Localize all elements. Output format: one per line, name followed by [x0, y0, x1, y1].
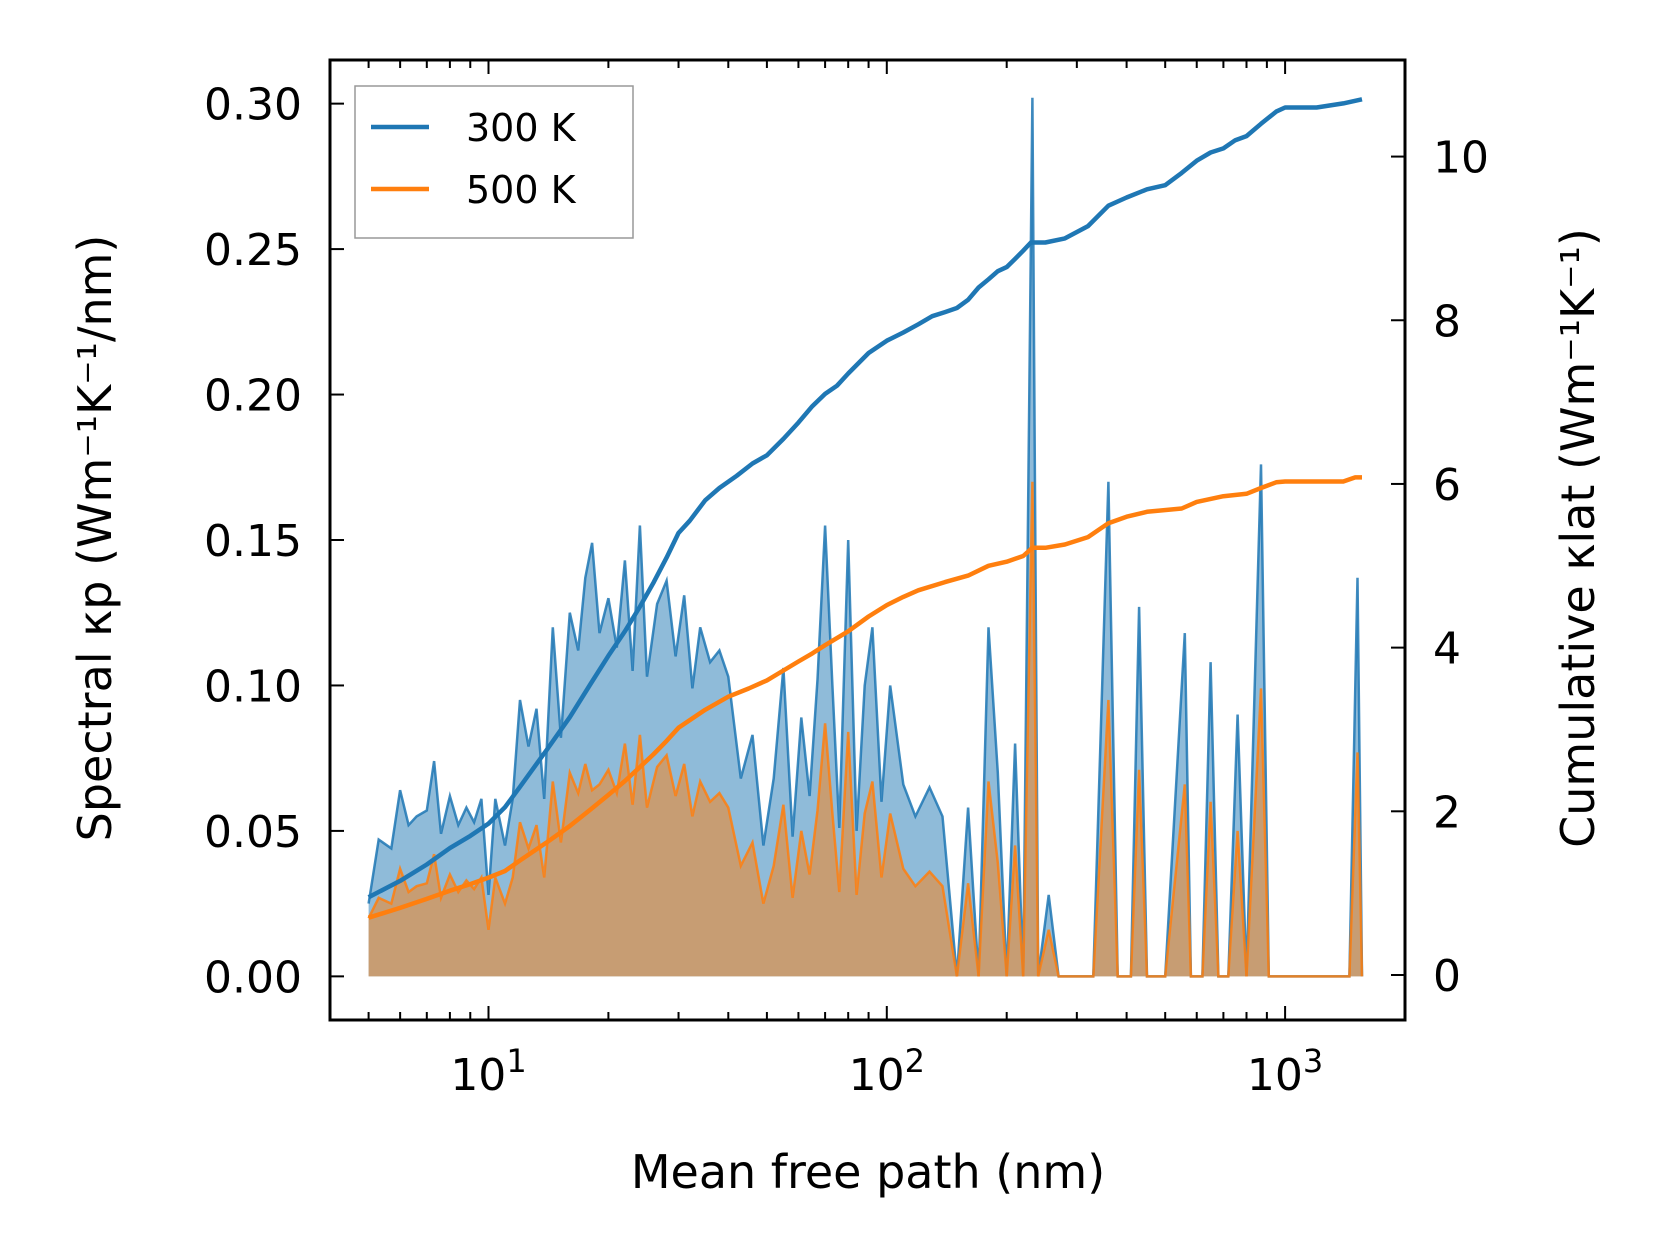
y-tick-label-right: 6	[1433, 460, 1461, 511]
x-tick-label: 102	[849, 1042, 925, 1101]
y-tick-label-left: 0.30	[204, 80, 302, 131]
y-tick-label-right: 8	[1433, 296, 1461, 347]
y-tick-label-right: 2	[1433, 787, 1461, 838]
legend-label-300k: 300 K	[466, 106, 577, 150]
plot-frame	[328, 58, 1407, 1022]
x-tick-label: 101	[450, 1042, 526, 1101]
legend: 300 K 500 K	[354, 85, 634, 239]
y-tick-label-left: 0.10	[204, 661, 302, 712]
axis-ticks: 101 102 103 0.00 0.05 0.10 0.15 0.20 0.25 0.30 0 2 4…	[204, 60, 1489, 1101]
y-tick-label-left: 0.25	[204, 225, 302, 276]
y-axis-title-right: Cumulative κlat (Wm⁻¹K⁻¹)	[1551, 228, 1605, 848]
y-tick-label-right: 4	[1433, 624, 1461, 675]
fill-area-500-k-spectral	[368, 481, 1363, 977]
fill-outline-300-k-spectral	[367, 97, 1364, 978]
y-tick-label-right: 0	[1433, 951, 1461, 1002]
y-tick-label-left: 0.00	[204, 952, 302, 1003]
y-axis-title-left: Spectral κp (Wm⁻¹K⁻¹/nm)	[68, 235, 122, 842]
cumulative-line-300-k	[367, 97, 1363, 900]
cumulative-line-500-k	[367, 475, 1362, 920]
y-tick-label-left: 0.15	[204, 516, 302, 567]
y-tick-label-left: 0.05	[204, 807, 302, 858]
x-axis-title: Mean free path (nm)	[631, 1145, 1105, 1199]
fill-area-300-k-spectral	[368, 97, 1363, 977]
cumulative-lines	[367, 97, 1363, 920]
fill-outline-500-k-spectral	[367, 481, 1364, 978]
legend-box	[354, 85, 634, 239]
y-tick-label-left: 0.20	[204, 371, 302, 422]
y-tick-label-right: 10	[1433, 133, 1489, 184]
spectral-fills	[367, 97, 1364, 978]
x-tick-label: 103	[1247, 1042, 1323, 1101]
legend-label-500k: 500 K	[466, 168, 577, 212]
